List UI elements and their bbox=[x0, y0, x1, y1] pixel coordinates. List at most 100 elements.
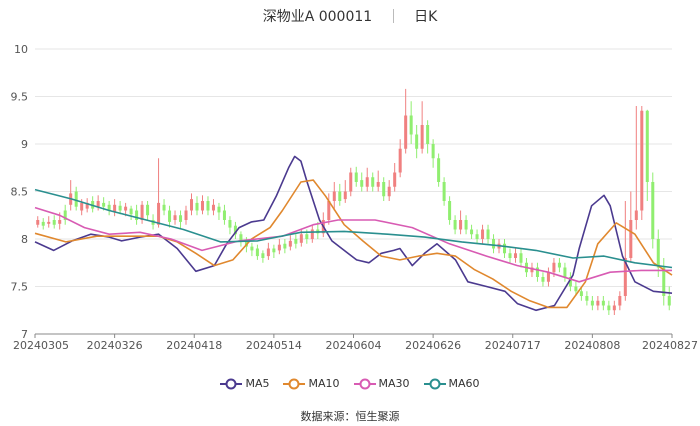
ma-line-ma10 bbox=[34, 179, 673, 309]
candle-body bbox=[343, 191, 347, 200]
legend-label: MA60 bbox=[448, 377, 480, 390]
candle-body bbox=[481, 229, 485, 239]
legend-item-ma5[interactable]: MA5 bbox=[220, 377, 269, 390]
candle-body bbox=[135, 210, 139, 220]
candle-body bbox=[448, 201, 452, 220]
candle-body bbox=[288, 240, 292, 247]
candle-body bbox=[211, 204, 215, 211]
candle-body bbox=[233, 225, 237, 235]
candle-body bbox=[486, 229, 490, 239]
candle-body bbox=[645, 110, 649, 182]
candle-body bbox=[662, 267, 666, 296]
y-tick-label: 7.5 bbox=[11, 281, 29, 294]
candle-body bbox=[431, 144, 435, 159]
legend-marker-icon bbox=[423, 378, 446, 390]
candle-body bbox=[80, 202, 84, 211]
candle-body bbox=[519, 253, 523, 263]
candle-body bbox=[459, 220, 463, 230]
x-tick-label: 20240305 bbox=[13, 339, 69, 352]
candle-body bbox=[266, 248, 270, 257]
candle-body bbox=[590, 300, 594, 306]
candle-body bbox=[338, 191, 342, 201]
candle-body bbox=[415, 134, 419, 149]
candle-body bbox=[420, 125, 424, 149]
candle-body bbox=[107, 204, 111, 211]
candle-body bbox=[272, 248, 276, 253]
candle-body bbox=[563, 267, 567, 277]
candle-body bbox=[52, 220, 56, 225]
candle-body bbox=[552, 262, 556, 273]
candle-body bbox=[189, 199, 194, 211]
candle-body bbox=[195, 202, 199, 211]
candle-body bbox=[173, 215, 177, 220]
candle-body bbox=[36, 220, 40, 225]
legend-item-ma10[interactable]: MA10 bbox=[283, 377, 340, 390]
candle-body bbox=[640, 110, 644, 211]
chart-legend: MA5 MA10 MA30 MA60 bbox=[0, 377, 700, 390]
candle-body bbox=[283, 243, 287, 249]
candle-body bbox=[255, 248, 259, 257]
candle-body bbox=[365, 177, 369, 187]
x-tick-label: 20240514 bbox=[246, 339, 302, 352]
candle-body bbox=[184, 210, 188, 220]
candle-body bbox=[310, 229, 314, 239]
candle-body bbox=[492, 239, 496, 249]
candle-body bbox=[579, 291, 583, 296]
candle-body bbox=[118, 205, 122, 211]
candle-body bbox=[398, 148, 402, 173]
legend-label: MA5 bbox=[245, 377, 270, 390]
candle-body bbox=[464, 220, 468, 230]
candle-body bbox=[475, 234, 479, 239]
candle-body bbox=[629, 220, 633, 258]
candle-body bbox=[387, 186, 391, 197]
candle-body bbox=[250, 246, 254, 251]
chart-header: 深物业A 000011 日K bbox=[0, 6, 700, 26]
x-tick-label: 20240827 bbox=[642, 339, 698, 352]
legend-label: MA10 bbox=[308, 377, 340, 390]
candle-body bbox=[585, 296, 589, 301]
y-tick-label: 9 bbox=[21, 138, 28, 151]
candle-body bbox=[140, 204, 144, 220]
candle-body bbox=[508, 253, 512, 258]
candle-body bbox=[607, 305, 611, 311]
candle-body bbox=[656, 239, 660, 268]
y-tick-label: 8 bbox=[21, 233, 28, 246]
candle-body bbox=[146, 204, 150, 216]
title-separator bbox=[392, 9, 394, 23]
candle-body bbox=[179, 215, 183, 222]
candle-body bbox=[623, 258, 627, 296]
candle-body bbox=[157, 202, 161, 225]
candle-body bbox=[541, 277, 545, 282]
candle-body bbox=[162, 204, 166, 211]
candle-body bbox=[568, 277, 572, 287]
candle-body bbox=[503, 243, 507, 254]
ma-line-ma60 bbox=[34, 188, 673, 269]
candle-body bbox=[535, 267, 539, 277]
candle-body bbox=[41, 221, 45, 226]
candle-body bbox=[470, 229, 474, 235]
candle-body bbox=[667, 296, 671, 306]
chart-title: 深物业A 000011 bbox=[262, 9, 373, 25]
candle-body bbox=[453, 220, 457, 230]
legend-item-ma60[interactable]: MA60 bbox=[423, 377, 480, 390]
candle-body bbox=[96, 201, 100, 207]
candle-body bbox=[546, 272, 550, 282]
candle-body bbox=[129, 208, 133, 215]
candle-body bbox=[217, 206, 221, 213]
candle-body bbox=[327, 201, 331, 220]
ma-line-ma30 bbox=[34, 206, 672, 283]
y-tick-label: 10 bbox=[14, 43, 28, 56]
candle-body bbox=[393, 172, 397, 187]
candle-body bbox=[332, 191, 336, 201]
candle-body bbox=[299, 234, 303, 243]
candle-body bbox=[102, 202, 106, 207]
candle-body bbox=[354, 172, 358, 182]
candle-body bbox=[404, 115, 408, 149]
x-tick-label: 20240326 bbox=[87, 339, 143, 352]
candle-body bbox=[634, 210, 638, 220]
x-tick-label: 20240418 bbox=[166, 339, 222, 352]
candle-body bbox=[63, 210, 67, 220]
legend-item-ma30[interactable]: MA30 bbox=[353, 377, 410, 390]
candle-body bbox=[47, 221, 51, 224]
